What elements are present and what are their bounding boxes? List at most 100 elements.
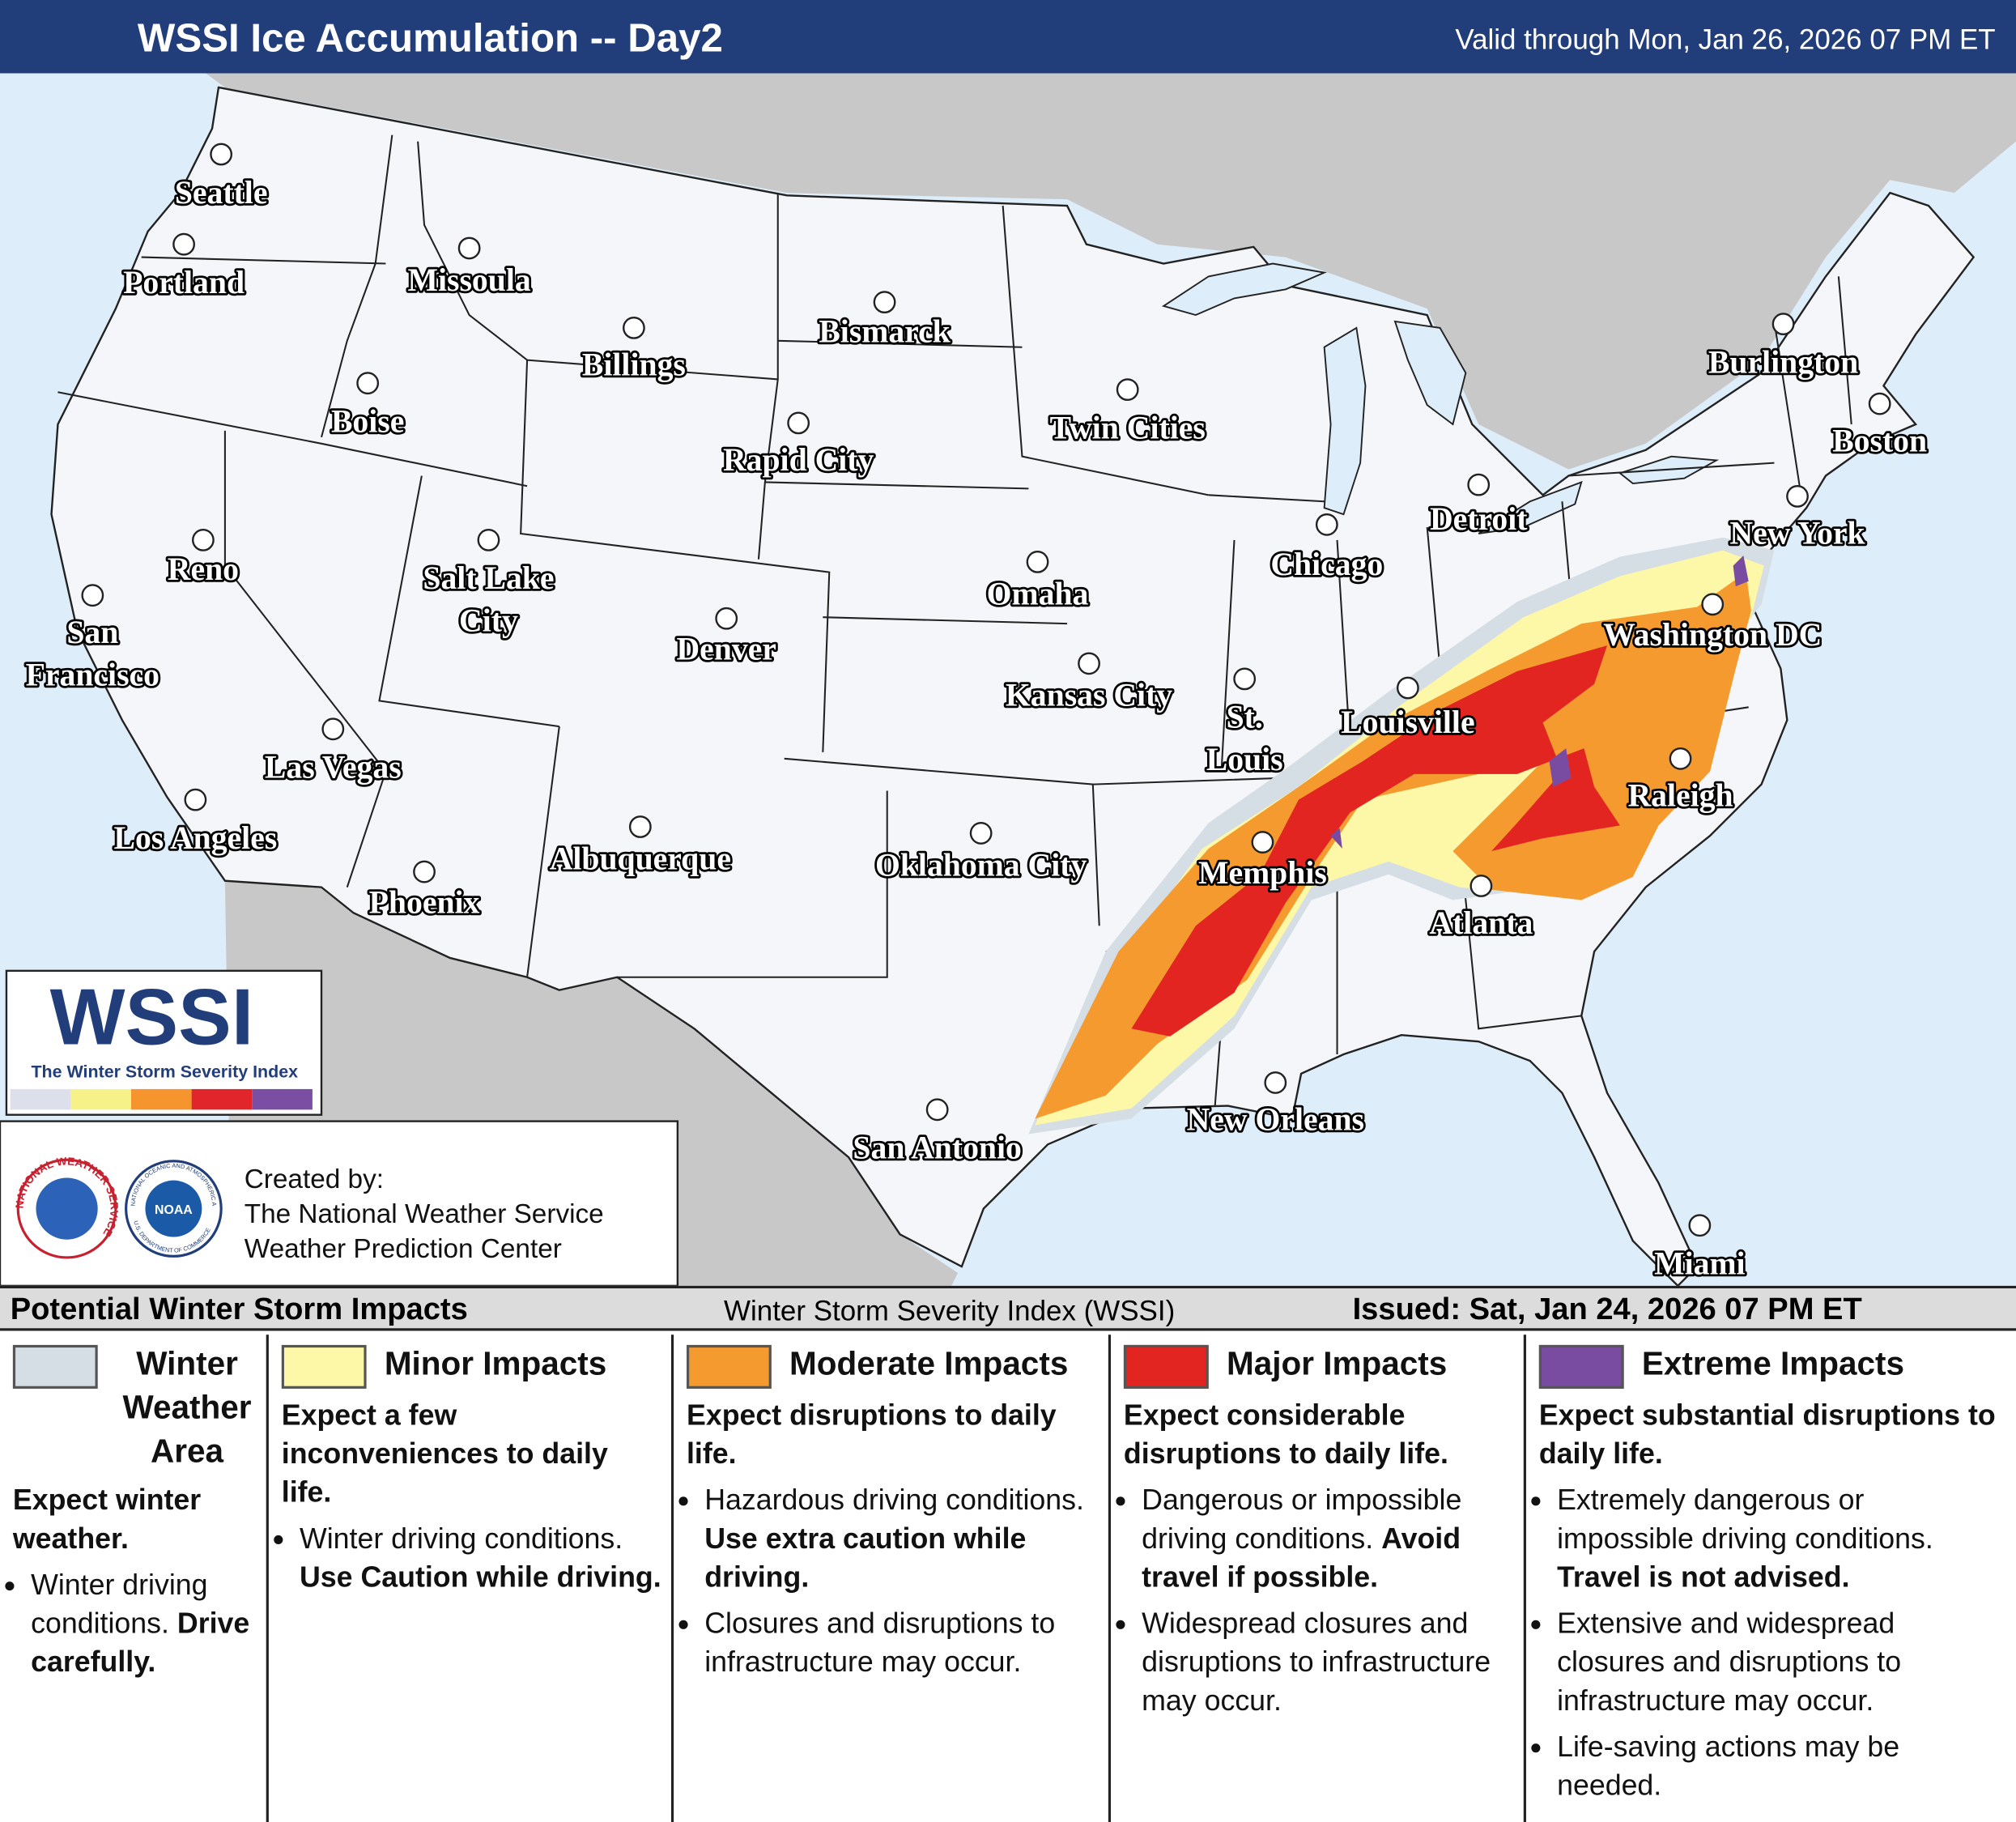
- city-marker: [628, 815, 652, 838]
- city-label: Kansas City: [1006, 678, 1172, 713]
- legend-bullets: Winter driving conditions. Drive careful…: [13, 1566, 258, 1682]
- legend-head: Major Impacts: [1123, 1343, 1516, 1389]
- bullet-emphasis: Travel is not advised.: [1557, 1560, 1850, 1594]
- legend-bar: Potential Winter Storm Impacts Winter St…: [0, 1288, 2016, 1331]
- credit-line: Created by:: [245, 1164, 384, 1194]
- city-marker: [477, 529, 500, 551]
- city-marker: [192, 529, 215, 551]
- city-label: Bismarck: [819, 313, 951, 349]
- impact-areas: [1028, 537, 1775, 1134]
- city-label: St.: [1227, 700, 1263, 735]
- city-marker: [925, 1098, 949, 1122]
- city-marker: [1078, 652, 1100, 675]
- city-label: Albuquerque: [550, 841, 731, 876]
- legend-head: Moderate Impacts: [686, 1343, 1100, 1389]
- city-label: Raleigh: [1627, 778, 1733, 814]
- city-marker: [1467, 473, 1491, 496]
- city-label: Louisville: [1341, 705, 1474, 740]
- city-marker: [1868, 392, 1891, 415]
- bullet-text: Extensive and widespread closures and di…: [1557, 1607, 1902, 1717]
- legend-bullet: Closures and disruptions to infrastructu…: [704, 1605, 1100, 1682]
- legend-category: Major Impacts: [1226, 1346, 1448, 1382]
- wssi-logo: WSSI The Winter Storm Severity Index: [5, 969, 323, 1116]
- legend-column: Winter Weather Area Expect winter weather…: [0, 1335, 266, 1822]
- city-marker: [356, 372, 380, 395]
- logo-subtitle: The Winter Storm Severity Index: [31, 1062, 298, 1082]
- bullet-emphasis: Drive carefully.: [31, 1607, 250, 1679]
- canada: [206, 73, 2016, 470]
- city-marker: [969, 822, 993, 845]
- city-label: Boston: [1832, 423, 1927, 458]
- legend-summary: Expect disruptions to daily life.: [686, 1398, 1057, 1470]
- city-label: San Antonio: [853, 1130, 1021, 1166]
- city-marker: [1233, 667, 1257, 691]
- bullet-text: Extremely dangerous or impossible drivin…: [1557, 1484, 1933, 1555]
- city-label: Phoenix: [369, 884, 480, 920]
- city-label: City: [459, 603, 518, 639]
- city-marker: [1315, 513, 1338, 536]
- credit-line: The National Weather Service: [245, 1199, 604, 1229]
- legend-category: Moderate Impacts: [789, 1346, 1069, 1382]
- legend-summary: Expect considerable disruptions to daily…: [1123, 1398, 1448, 1470]
- legend-title: Potential Winter Storm Impacts: [10, 1292, 468, 1327]
- legend-index: Winter Storm Severity Index (WSSI): [724, 1294, 1176, 1327]
- legend-head: Winter Weather Area: [12, 1343, 258, 1474]
- legend-bullets: Dangerous or impossible driving conditio…: [1124, 1481, 1516, 1720]
- city-label: Oklahoma City: [875, 847, 1087, 883]
- noaa: NOAA: [155, 1203, 193, 1217]
- city-label: Memphis: [1198, 855, 1327, 891]
- legend-bullet: Dangerous or impossible driving conditio…: [1142, 1481, 1516, 1597]
- city-label: Denver: [677, 632, 776, 667]
- city-marker: [413, 860, 436, 883]
- legend-bullets: Winter driving conditions. Use Caution w…: [282, 1520, 664, 1597]
- city-label: Los Angeles: [113, 820, 277, 856]
- city-label: Reno: [168, 551, 239, 587]
- city-label: Burlington: [1708, 344, 1858, 380]
- city-label: Francisco: [26, 657, 159, 692]
- city-label: Missoula: [408, 262, 531, 298]
- city-marker: [1251, 831, 1274, 854]
- city-marker: [1026, 551, 1049, 573]
- title: WSSI Ice Accumulation -- Day2: [138, 16, 723, 61]
- bullet-text: Widespread closures and disruptions to i…: [1142, 1607, 1491, 1717]
- legend-bullet: Winter driving conditions. Use Caution w…: [300, 1520, 663, 1597]
- city-label: Louis: [1206, 742, 1283, 777]
- city-marker: [873, 291, 896, 314]
- logo-name: WSSI: [50, 972, 254, 1061]
- city-label: Twin Cities: [1050, 410, 1206, 445]
- city-label: San: [66, 615, 118, 650]
- city-label: Salt Lake: [423, 560, 554, 596]
- legend-swatch: [1538, 1344, 1624, 1389]
- legend-bullet: Extensive and widespread closures and di…: [1557, 1605, 2008, 1721]
- city-marker: [1396, 676, 1419, 700]
- bullet-text: Winter driving conditions.: [31, 1569, 208, 1640]
- legend-summary: Expect a few inconveniences to daily lif…: [281, 1398, 608, 1509]
- city-label: Atlanta: [1429, 905, 1533, 941]
- city-marker: [1264, 1071, 1287, 1094]
- city-marker: [1786, 485, 1809, 508]
- legend-head: Minor Impacts: [281, 1343, 664, 1389]
- bullet-emphasis: Use extra caution while driving.: [704, 1522, 1027, 1594]
- legend: Potential Winter Storm Impacts Winter St…: [0, 1285, 2016, 1822]
- city-marker: [184, 788, 207, 811]
- legend-swatch: [12, 1344, 98, 1389]
- city-marker: [1771, 313, 1795, 336]
- city-marker: [622, 317, 645, 339]
- city-marker: [1469, 875, 1493, 897]
- legend-category: Winter Weather Area: [122, 1346, 252, 1470]
- city-label: Boise: [331, 404, 404, 440]
- bullet-text: Hazardous driving conditions.: [704, 1484, 1084, 1517]
- city-marker: [787, 411, 810, 435]
- city-label: Las Vegas: [265, 750, 402, 785]
- city-marker: [81, 584, 104, 607]
- valid-time: Valid through Mon, Jan 26, 2026 07 PM ET: [1455, 23, 1995, 55]
- city-marker: [1116, 378, 1139, 402]
- legend-summary: Expect substantial disruptions to daily …: [1538, 1398, 1996, 1470]
- city-marker: [321, 717, 345, 741]
- legend-column: Extreme Impacts Expect substantial disrup…: [1523, 1335, 2016, 1822]
- legend-summary: Expect winter weather.: [12, 1484, 202, 1555]
- city-marker: [715, 607, 738, 630]
- city-marker: [1669, 747, 1692, 770]
- city-marker: [1701, 593, 1725, 616]
